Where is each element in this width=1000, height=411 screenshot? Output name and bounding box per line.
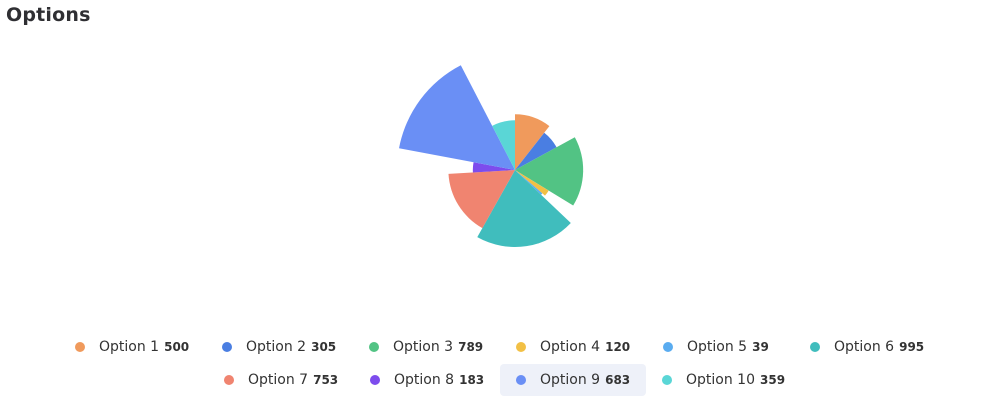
legend-value: 789 xyxy=(458,340,484,354)
legend-label: Option 6 xyxy=(834,339,895,355)
legend-item-option-2[interactable]: Option 2 305 xyxy=(206,331,353,363)
legend-label: Option 1 xyxy=(99,339,160,355)
legend-color-dot xyxy=(516,375,526,385)
legend-item-option-9[interactable]: Option 9 683 xyxy=(500,364,646,396)
legend-value: 500 xyxy=(164,340,190,354)
legend-label: Option 8 xyxy=(394,372,455,388)
pie-slice-option-2[interactable] xyxy=(515,132,557,170)
legend-color-dot xyxy=(369,342,379,352)
legend-label: Option 3 xyxy=(393,339,454,355)
legend-color-dot xyxy=(516,342,526,352)
legend-color-dot xyxy=(810,342,820,352)
legend-value: 39 xyxy=(752,340,769,354)
legend-item-option-3[interactable]: Option 3 789 xyxy=(353,331,500,363)
legend-label: Option 4 xyxy=(540,339,601,355)
pie-slice-option-1[interactable] xyxy=(515,114,550,170)
legend-item-option-10[interactable]: Option 10 359 xyxy=(646,364,792,396)
pie-chart xyxy=(399,65,584,247)
legend-value: 183 xyxy=(459,373,485,387)
legend-row: Option 7 753 Option 8 183 Option 9 683 Option … xyxy=(0,364,1000,396)
legend-color-dot xyxy=(662,375,672,385)
legend-value: 359 xyxy=(760,373,786,387)
legend-color-dot xyxy=(222,342,232,352)
legend-label: Option 9 xyxy=(540,372,601,388)
legend-item-option-1[interactable]: Option 1 500 xyxy=(59,331,206,363)
legend-value: 305 xyxy=(311,340,337,354)
legend-label: Option 10 xyxy=(686,372,755,388)
legend-color-dot xyxy=(75,342,85,352)
legend-row: Option 1 500 Option 2 305 Option 3 789 Option … xyxy=(0,331,1000,363)
chart-title: Options xyxy=(6,4,91,26)
legend-label: Option 7 xyxy=(248,372,309,388)
legend-item-option-7[interactable]: Option 7 753 xyxy=(208,364,354,396)
legend-value: 120 xyxy=(605,340,631,354)
legend-item-option-6[interactable]: Option 6 995 xyxy=(794,331,941,363)
pie-slice-option-10[interactable] xyxy=(492,120,515,170)
legend-item-option-4[interactable]: Option 4 120 xyxy=(500,331,647,363)
legend-label: Option 5 xyxy=(687,339,748,355)
pie-slice-option-4[interactable] xyxy=(515,170,549,196)
pie-slice-option-9[interactable] xyxy=(399,65,515,170)
pie-slice-option-8[interactable] xyxy=(472,162,515,173)
legend-item-option-8[interactable]: Option 8 183 xyxy=(354,364,500,396)
legend-color-dot xyxy=(663,342,673,352)
legend-value: 753 xyxy=(313,373,339,387)
pie-slice-option-5[interactable] xyxy=(515,170,543,195)
pie-slice-option-6[interactable] xyxy=(477,170,571,247)
legend-color-dot xyxy=(370,375,380,385)
legend-value: 683 xyxy=(605,373,631,387)
pie-slice-option-7[interactable] xyxy=(448,170,515,229)
legend-value: 995 xyxy=(899,340,925,354)
legend-label: Option 2 xyxy=(246,339,307,355)
pie-slice-option-3[interactable] xyxy=(515,137,584,206)
legend-color-dot xyxy=(224,375,234,385)
legend-item-option-5[interactable]: Option 5 39 xyxy=(647,331,794,363)
